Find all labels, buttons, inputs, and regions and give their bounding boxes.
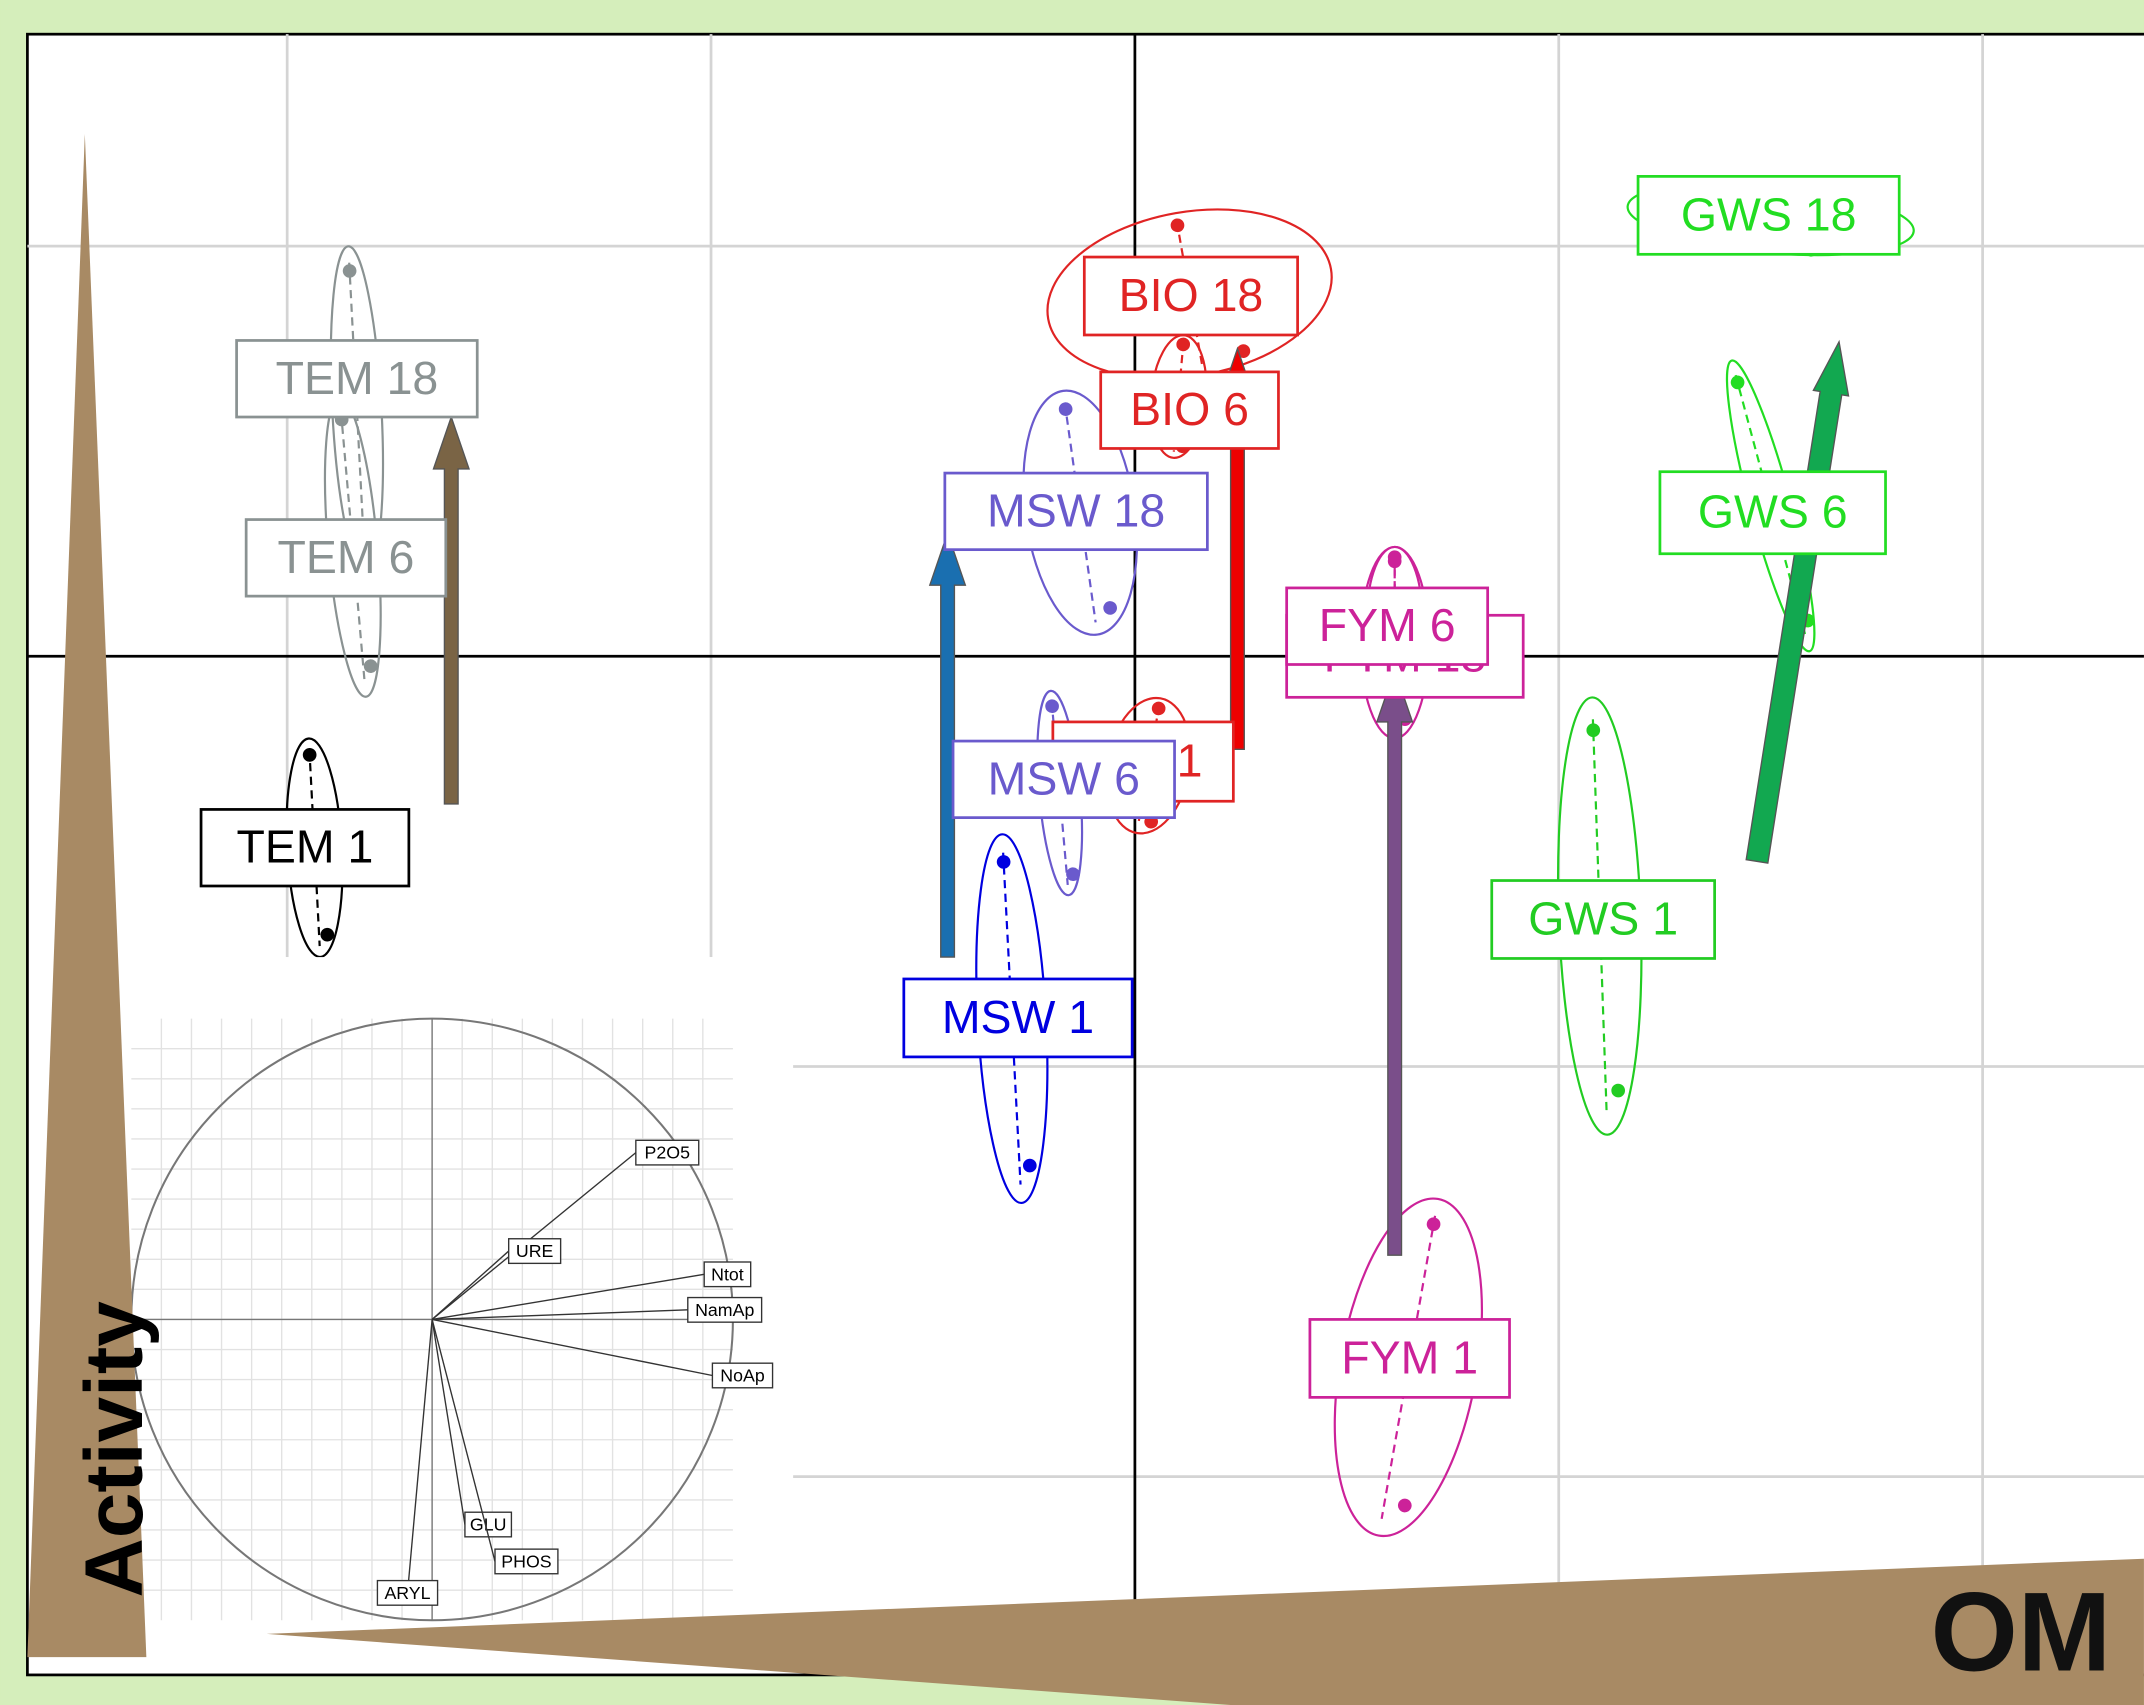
y-axis-label: Activity — [69, 1301, 160, 1598]
group-label: MSW 18 — [987, 484, 1165, 536]
label-box — [951, 739, 1176, 820]
variable-box — [376, 1579, 439, 1606]
point — [1066, 867, 1080, 882]
point — [1730, 375, 1745, 390]
point — [1151, 701, 1166, 716]
group-axis — [339, 411, 366, 682]
variable-label: Ntot — [711, 1264, 744, 1284]
loading-arrow — [431, 1319, 496, 1562]
loading-arrow — [432, 1309, 688, 1321]
variable-label: ARYL — [384, 1583, 430, 1603]
label-box — [1308, 1318, 1511, 1399]
variable-label: NoAp — [720, 1366, 765, 1386]
group-label: MSW 6 — [988, 752, 1140, 804]
label-box — [1658, 470, 1887, 556]
variable-box — [711, 1362, 774, 1389]
group-label: BIO 18 — [1119, 269, 1264, 321]
correlation-circle: P2O5 URE Ntot NamAp NoAp GLU PHOS ARYL — [30, 957, 794, 1673]
point — [996, 855, 1011, 869]
variable-box — [703, 1261, 752, 1288]
activity-triangle — [27, 133, 147, 1658]
point — [363, 659, 378, 673]
label-box — [199, 808, 411, 888]
point — [1586, 723, 1601, 738]
group-label: TEM 18 — [276, 352, 439, 404]
loading-arrow — [431, 1319, 466, 1525]
point — [1170, 218, 1185, 233]
variable-box — [507, 1238, 562, 1265]
label-box — [1490, 879, 1716, 960]
point — [1176, 337, 1191, 352]
group-label: MSW 1 — [942, 991, 1094, 1043]
om-triangle — [266, 1558, 2144, 1705]
point — [320, 927, 335, 942]
group-label: TEM 6 — [278, 531, 415, 583]
label-box — [1285, 586, 1490, 666]
label-box — [1099, 370, 1280, 450]
point — [1387, 550, 1402, 565]
group-label: GWS 18 — [1681, 188, 1857, 240]
group-label: BIO 6 — [1130, 383, 1249, 435]
x-axis-label: OM — [1931, 1569, 2112, 1694]
variable-label: URE — [516, 1241, 554, 1261]
variables: P2O5 URE Ntot NamAp NoAp GLU PHOS ARYL — [376, 1139, 774, 1606]
label-box — [235, 339, 479, 419]
variable-label: PHOS — [501, 1551, 551, 1571]
group-label: GWS 1 — [1528, 893, 1678, 945]
variable-label: P2O5 — [645, 1143, 691, 1163]
loading-arrow — [432, 1273, 705, 1321]
point — [1022, 1158, 1037, 1173]
label-box — [902, 977, 1134, 1059]
loading-arrow — [431, 1318, 713, 1377]
group-label: FYM 6 — [1319, 599, 1456, 651]
point — [1397, 1498, 1412, 1513]
point — [1103, 601, 1117, 615]
group-label: TEM 1 — [237, 821, 374, 873]
variable-box — [687, 1296, 763, 1323]
variable-label: NamAp — [695, 1300, 754, 1320]
point — [1058, 402, 1073, 416]
trajectory-arrow — [432, 414, 470, 805]
label-box — [1082, 255, 1299, 337]
variable-box — [464, 1511, 513, 1538]
variable-box — [635, 1139, 700, 1166]
group-label: FYM 1 — [1341, 1331, 1478, 1383]
variable-label: GLU — [470, 1515, 507, 1535]
label-box — [244, 518, 448, 598]
point — [302, 748, 317, 762]
point — [1045, 699, 1059, 714]
group-label: GWS 6 — [1698, 486, 1848, 538]
label-box — [1636, 175, 1901, 256]
loading-arrow — [431, 1250, 510, 1320]
point — [342, 264, 357, 278]
label-box — [943, 471, 1209, 552]
group-axis — [348, 262, 366, 558]
loading-arrow — [406, 1319, 433, 1593]
point — [1611, 1083, 1626, 1098]
loading-arrow — [431, 1152, 637, 1320]
variable-box — [494, 1548, 559, 1575]
point — [1426, 1217, 1441, 1232]
trajectory-arrow — [928, 531, 967, 958]
